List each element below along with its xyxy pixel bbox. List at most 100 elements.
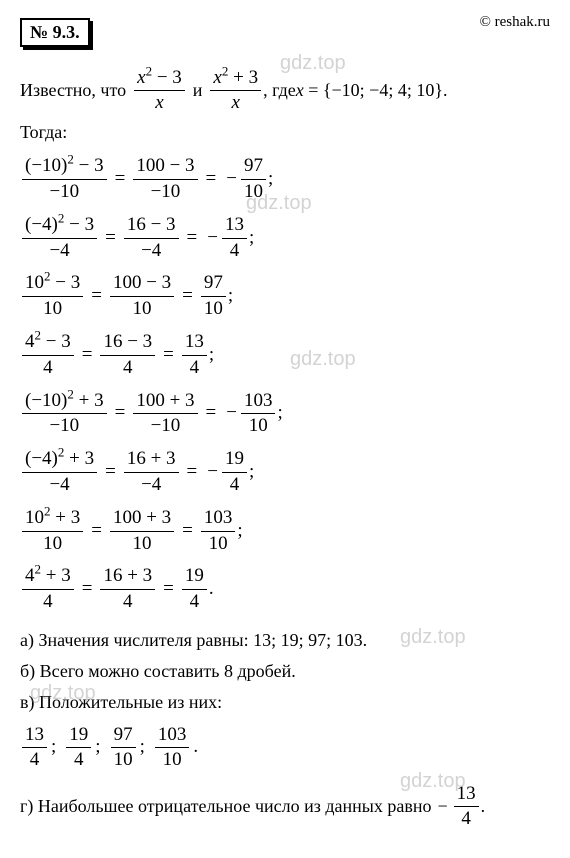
fraction: 9710 [241,155,266,204]
list-separator: ; [140,736,145,758]
eq-text: = [163,344,174,367]
eq-text: = [91,520,102,543]
answer-c-frac: 194 [66,724,91,771]
equation-row: (−4)2 − 3−4=16 − 3−4=−134; [20,214,550,263]
frac-num: 97 [201,272,226,297]
frac-num: x2 − 3 [134,67,185,91]
equation-row: (−10)2 + 3−10=100 + 3−10=−10310; [20,390,550,439]
eq-text: ; [209,344,214,367]
frac-den: 4 [227,473,243,497]
answer-c-label: в) Положительные из них: [20,690,550,715]
fraction: 9710 [201,272,226,321]
eq-text: = [206,402,217,425]
problem-number-box: № 9.3. [20,18,90,47]
eq-text: ; [237,520,242,543]
eq-text: ; [249,227,254,250]
eq-text: = [182,285,193,308]
frac-num: 16 − 3 [100,331,155,356]
fraction: 134 [222,214,247,263]
fraction: (−4)2 − 3−4 [22,214,97,263]
equation-row: (−4)2 + 3−4=16 + 3−4=−194; [20,448,550,497]
frac-num: 16 + 3 [100,565,155,590]
frac-num: (−4)2 + 3 [22,448,97,473]
frac-num: 102 + 3 [22,507,83,532]
eq-text: = [105,461,116,484]
frac-num: 13 [182,331,207,356]
frac-den: 4 [27,748,43,771]
intro-comma: , где [263,80,296,101]
frac-den: 10 [130,532,155,556]
frac-den: x [229,91,243,114]
eq-text: = [163,578,174,601]
intro-line: Известно, что x2 − 3 x и x2 + 3 x , где … [20,67,550,114]
frac-num: 16 + 3 [124,448,179,473]
answer-c-frac: 134 [22,724,47,771]
answer-b: б) Всего можно составить 8 дробей. [20,659,550,684]
frac-den: 4 [40,356,56,380]
equation-row: 42 + 34=16 + 34=194. [20,565,550,614]
frac-den: 4 [71,748,87,771]
fraction: 102 + 310 [22,507,83,556]
frac-num: 42 + 3 [22,565,74,590]
fraction: (−4)2 + 3−4 [22,448,97,497]
list-separator: ; [95,736,100,758]
eq-text: = [206,168,217,191]
frac-den: 10 [206,532,231,556]
answer-c-fracs: 134;194;9710;10310. [20,724,550,771]
frac-num: 100 − 3 [133,155,197,180]
frac-num: 102 − 3 [22,272,83,297]
frac-num: 100 − 3 [110,272,174,297]
frac-den: 10 [246,414,271,438]
frac-den: −4 [46,239,72,263]
fraction: 134 [182,331,207,380]
list-separator: ; [51,736,56,758]
frac-num: 103 [155,724,190,748]
eq-text: ; [249,461,254,484]
fraction: 100 + 310 [110,507,174,556]
eq-text: − [226,168,237,191]
eq-text: = [105,227,116,250]
fraction: (−10)2 − 3−10 [22,155,107,204]
frac-den: 4 [40,590,56,614]
fraction: 100 − 310 [110,272,174,321]
intro-frac-2: x2 + 3 x [210,67,261,114]
fraction: 10310 [241,390,276,439]
frac-den: −10 [46,414,82,438]
eq-text: = [182,520,193,543]
equation-row: (−10)2 − 3−10=100 − 3−10=−9710; [20,155,550,204]
frac-num: 100 + 3 [110,507,174,532]
answer-c-frac: 9710 [111,724,136,771]
frac-den: −4 [138,239,164,263]
frac-den: −10 [148,414,184,438]
frac-den: −4 [138,473,164,497]
fraction: (−10)2 + 3−10 [22,390,107,439]
equation-row: 102 + 310=100 + 310=10310; [20,507,550,556]
fraction: 42 − 34 [22,331,74,380]
frac-den: −10 [148,180,184,204]
frac-num: 19 [66,724,91,748]
frac-num: 13 [454,783,479,807]
frac-den: 10 [160,748,185,771]
frac-den: 4 [120,356,136,380]
eq-text: . [209,578,214,601]
eq-text: = [115,168,126,191]
frac-num: 97 [241,155,266,180]
frac-den: −10 [46,180,82,204]
frac-num: 19 [222,448,247,473]
frac-den: 4 [187,356,203,380]
fraction: 100 − 3−10 [133,155,197,204]
frac-num: 16 − 3 [124,214,179,239]
frac-den: 10 [111,748,136,771]
answer-d-frac: 13 4 [454,783,479,830]
then-label: Тогда: [20,120,550,145]
eq-text: − [207,461,218,484]
frac-num: 103 [201,507,236,532]
intro-xset: x = {−10; −4; 4; 10}. [296,80,448,101]
fraction: 16 − 34 [100,331,155,380]
eq-text: − [226,402,237,425]
frac-den: x [152,91,166,114]
eq-text: = [187,461,198,484]
fraction: 16 − 3−4 [124,214,179,263]
fraction: 102 − 310 [22,272,83,321]
frac-num: (−10)2 − 3 [22,155,107,180]
